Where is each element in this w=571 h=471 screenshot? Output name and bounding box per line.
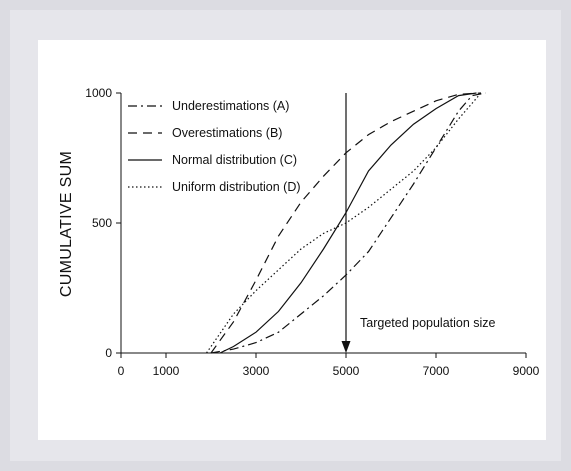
annotation-arrow-head <box>341 341 351 353</box>
x-tick-label: 7000 <box>423 364 450 378</box>
series-line-0 <box>210 92 486 354</box>
legend-label: Uniform distribution (D) <box>172 180 301 194</box>
legend-label: Normal distribution (C) <box>172 153 297 167</box>
y-tick-label: 1000 <box>85 86 112 100</box>
chart-annotation: Targeted population size <box>341 93 496 353</box>
y-tick-label: 0 <box>105 346 112 360</box>
x-tick-label: 0 <box>118 364 125 378</box>
chart-legend: Underestimations (A) Overestimations (B) N… <box>128 99 301 194</box>
annotation-label: Targeted population size <box>360 316 496 330</box>
legend-label: Underestimations (A) <box>172 99 289 113</box>
chart-panel <box>38 40 546 440</box>
y-tick-label: 500 <box>92 216 112 230</box>
y-axis-label: CUMULATIVE SUM <box>58 151 75 297</box>
x-tick-label: 1000 <box>153 364 180 378</box>
x-tick-label: 9000 <box>513 364 540 378</box>
chart-axes: 0 1000 3000 5000 7000 9000 0 500 1000 <box>85 86 539 378</box>
x-tick-label: 3000 <box>243 364 270 378</box>
x-tick-label: 5000 <box>333 364 360 378</box>
legend-label: Overestimations (B) <box>172 126 282 140</box>
